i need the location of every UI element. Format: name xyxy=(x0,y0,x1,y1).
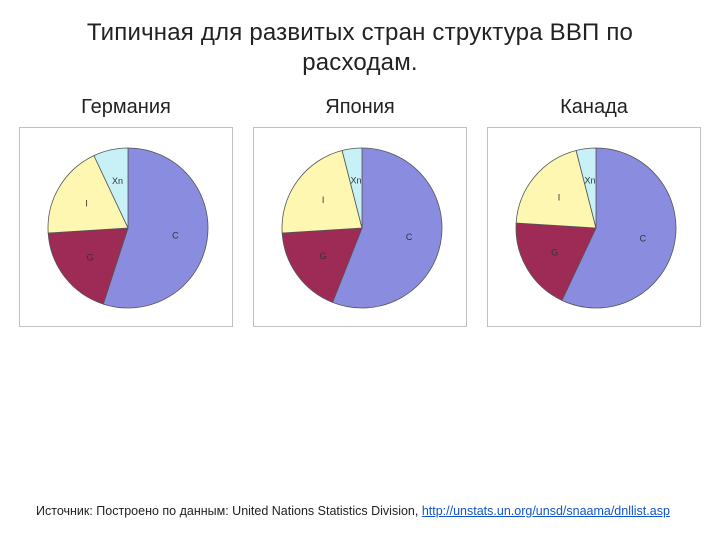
pie-label-i: I xyxy=(85,199,88,209)
pie-label-g: G xyxy=(320,251,327,261)
pie-label-xn: Xn xyxy=(584,175,595,185)
pie-label-c: C xyxy=(640,233,647,243)
pie-chart-germany: C G I Xn xyxy=(19,127,233,327)
pie-chart-canada: C G I Xn xyxy=(487,127,701,327)
charts-row: Германия C G I Xn Япония C G I Xn Канада C G I Xn xyxy=(20,96,700,327)
title-line-1: Типичная для развитых стран структура ВВ… xyxy=(87,19,633,46)
pie-label-xn: Xn xyxy=(112,176,123,186)
source-link[interactable]: http://unstats.un.org/unsd/snaama/dnllis… xyxy=(422,504,670,518)
pie-label-g: G xyxy=(551,247,558,257)
country-label-japan: Япония xyxy=(325,96,394,119)
pie-chart-japan: C G I Xn xyxy=(253,127,467,327)
col-canada: Канада C G I Xn xyxy=(487,96,701,327)
page-title: Типичная для развитых стран структура ВВ… xyxy=(20,18,700,78)
country-label-canada: Канада xyxy=(560,96,628,119)
title-line-2: расходам. xyxy=(302,49,418,76)
col-germany: Германия C G I Xn xyxy=(19,96,233,327)
source-line: Источник: Построено по данным: United Na… xyxy=(36,504,670,518)
country-label-germany: Германия xyxy=(81,96,171,119)
pie-label-i: I xyxy=(322,195,325,205)
slide: Типичная для развитых стран структура ВВ… xyxy=(0,0,720,540)
pie-label-c: C xyxy=(172,231,179,241)
col-japan: Япония C G I Xn xyxy=(253,96,467,327)
pie-label-c: C xyxy=(406,232,413,242)
pie-label-i: I xyxy=(558,192,561,202)
pie-label-g: G xyxy=(87,252,94,262)
source-prefix: Источник: Построено по данным: United Na… xyxy=(36,504,422,518)
pie-label-xn: Xn xyxy=(350,175,361,185)
